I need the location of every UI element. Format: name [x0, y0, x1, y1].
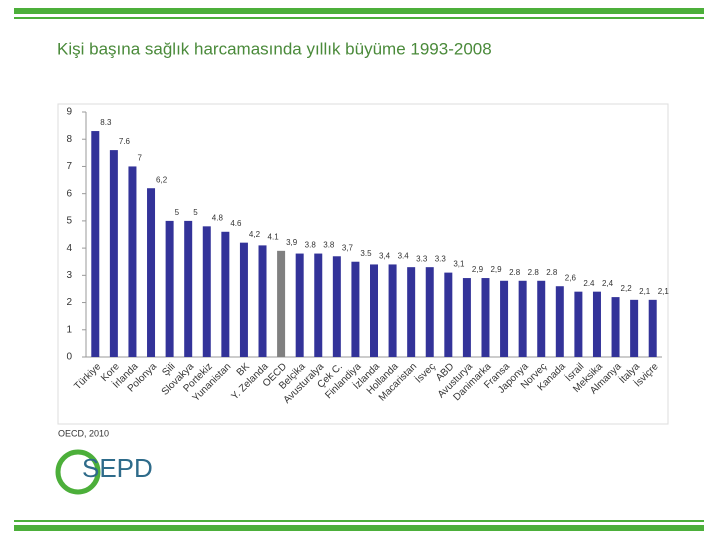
y-tick-label: 3 [66, 270, 72, 281]
data-label: 3,4 [379, 252, 391, 261]
bar [500, 280, 509, 357]
bar [481, 278, 490, 357]
bar [648, 299, 657, 357]
bar [462, 278, 471, 357]
data-label: 4.6 [230, 219, 242, 228]
y-tick-label: 9 [66, 107, 72, 118]
y-tick-label: 4 [66, 243, 72, 254]
bar [555, 286, 564, 357]
data-label: 4.8 [212, 213, 224, 222]
data-label: 3.3 [435, 254, 447, 263]
bar [444, 272, 453, 357]
bar [425, 267, 434, 357]
y-tick-label: 5 [66, 216, 72, 227]
source: OECD, 2010 [58, 428, 109, 438]
bar [518, 280, 527, 357]
data-label: 8.3 [100, 118, 112, 127]
bar [202, 226, 211, 357]
data-label: 5 [175, 208, 180, 217]
y-tick-label: 8 [66, 134, 72, 145]
bar [537, 280, 546, 357]
data-label: 2,9 [472, 265, 484, 274]
x-tick-label: İsveç [412, 360, 438, 386]
bar [165, 220, 174, 357]
data-label: 4,2 [249, 230, 261, 239]
data-label: 2,6 [565, 273, 577, 282]
data-label: 2,1 [639, 287, 651, 296]
data-label: 2.8 [546, 268, 558, 277]
data-label: 3.8 [323, 241, 335, 250]
data-label: 3,9 [286, 238, 298, 247]
bar [351, 261, 360, 357]
top-line [14, 17, 704, 19]
bar [295, 253, 304, 357]
logo-ring [55, 449, 101, 495]
data-label: 7 [137, 154, 142, 163]
bar [592, 291, 601, 357]
chart-frame [57, 103, 669, 425]
data-label: 3.8 [305, 241, 317, 250]
bar [184, 220, 193, 357]
y-tick-label: 7 [66, 161, 72, 172]
bottom-bar [14, 525, 704, 531]
data-label: 5 [193, 208, 198, 217]
bar [574, 291, 583, 357]
data-label: 3.4 [398, 252, 410, 261]
data-label: 3.5 [360, 249, 372, 258]
bar [611, 297, 620, 357]
bar [128, 166, 137, 357]
data-label: 2,4 [602, 279, 614, 288]
data-label: 4.1 [268, 232, 280, 241]
bottom-line [14, 520, 704, 522]
bar [277, 250, 286, 357]
bar [407, 267, 416, 357]
data-label: 6,2 [156, 175, 168, 184]
bar [239, 242, 248, 357]
data-label: 3,1 [453, 260, 465, 269]
y-tick-label: 6 [66, 188, 72, 199]
bar [630, 299, 639, 357]
title: Kişi başına sağlık harcamasında yıllık b… [57, 39, 492, 58]
bar [147, 188, 156, 357]
data-label: 2.8 [528, 268, 540, 277]
data-label: 2,1 [658, 287, 670, 296]
logo: SEPD [82, 453, 153, 483]
top-bar [14, 8, 704, 14]
bar [221, 231, 230, 357]
bar [314, 253, 323, 357]
data-label: 7.6 [119, 137, 131, 146]
y-tick-label: 2 [66, 297, 72, 308]
y-tick-label: 1 [66, 324, 72, 335]
data-label: 2.4 [583, 279, 595, 288]
data-label: 2,9 [490, 265, 502, 274]
bar [370, 264, 378, 357]
data-label: 3,7 [342, 243, 354, 252]
bar [109, 150, 118, 357]
data-label: 2,2 [621, 284, 633, 293]
data-label: 3.3 [416, 254, 428, 263]
bar [258, 245, 267, 357]
y-tick-label: 0 [66, 352, 72, 363]
bar [388, 264, 397, 357]
bar [332, 256, 341, 357]
data-label: 2.8 [509, 268, 521, 277]
bar [91, 131, 100, 357]
